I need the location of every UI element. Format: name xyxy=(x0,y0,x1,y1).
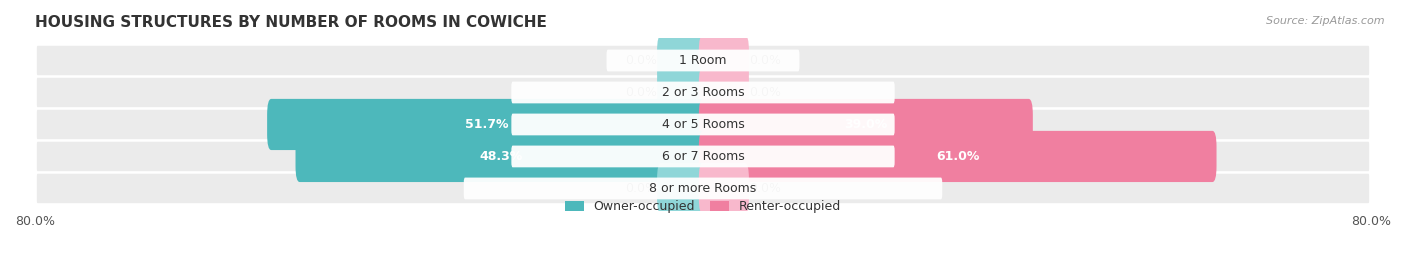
Text: 4 or 5 Rooms: 4 or 5 Rooms xyxy=(662,118,744,131)
Text: 0.0%: 0.0% xyxy=(749,54,780,67)
FancyBboxPatch shape xyxy=(37,78,1369,107)
FancyBboxPatch shape xyxy=(699,35,749,86)
FancyBboxPatch shape xyxy=(606,50,800,71)
Text: 39.0%: 39.0% xyxy=(844,118,887,131)
FancyBboxPatch shape xyxy=(37,142,1369,171)
FancyBboxPatch shape xyxy=(657,35,707,86)
Text: 2 or 3 Rooms: 2 or 3 Rooms xyxy=(662,86,744,99)
Text: 0.0%: 0.0% xyxy=(626,54,657,67)
Text: 0.0%: 0.0% xyxy=(626,182,657,195)
Text: 0.0%: 0.0% xyxy=(749,86,780,99)
Text: 0.0%: 0.0% xyxy=(626,86,657,99)
Text: HOUSING STRUCTURES BY NUMBER OF ROOMS IN COWICHE: HOUSING STRUCTURES BY NUMBER OF ROOMS IN… xyxy=(35,15,547,30)
FancyBboxPatch shape xyxy=(699,67,749,118)
FancyBboxPatch shape xyxy=(464,178,942,199)
Text: 61.0%: 61.0% xyxy=(936,150,980,163)
FancyBboxPatch shape xyxy=(699,131,1216,182)
FancyBboxPatch shape xyxy=(699,99,1033,150)
FancyBboxPatch shape xyxy=(657,163,707,214)
FancyBboxPatch shape xyxy=(512,146,894,167)
FancyBboxPatch shape xyxy=(37,110,1369,139)
FancyBboxPatch shape xyxy=(295,131,707,182)
FancyBboxPatch shape xyxy=(699,163,749,214)
FancyBboxPatch shape xyxy=(512,114,894,135)
FancyBboxPatch shape xyxy=(37,174,1369,203)
Text: 6 or 7 Rooms: 6 or 7 Rooms xyxy=(662,150,744,163)
Legend: Owner-occupied, Renter-occupied: Owner-occupied, Renter-occupied xyxy=(565,200,841,213)
FancyBboxPatch shape xyxy=(267,99,707,150)
Text: 8 or more Rooms: 8 or more Rooms xyxy=(650,182,756,195)
FancyBboxPatch shape xyxy=(512,82,894,103)
Text: Source: ZipAtlas.com: Source: ZipAtlas.com xyxy=(1267,16,1385,26)
FancyBboxPatch shape xyxy=(37,46,1369,75)
FancyBboxPatch shape xyxy=(657,67,707,118)
Text: 48.3%: 48.3% xyxy=(479,150,523,163)
Text: 1 Room: 1 Room xyxy=(679,54,727,67)
Text: 51.7%: 51.7% xyxy=(465,118,509,131)
Text: 0.0%: 0.0% xyxy=(749,182,780,195)
